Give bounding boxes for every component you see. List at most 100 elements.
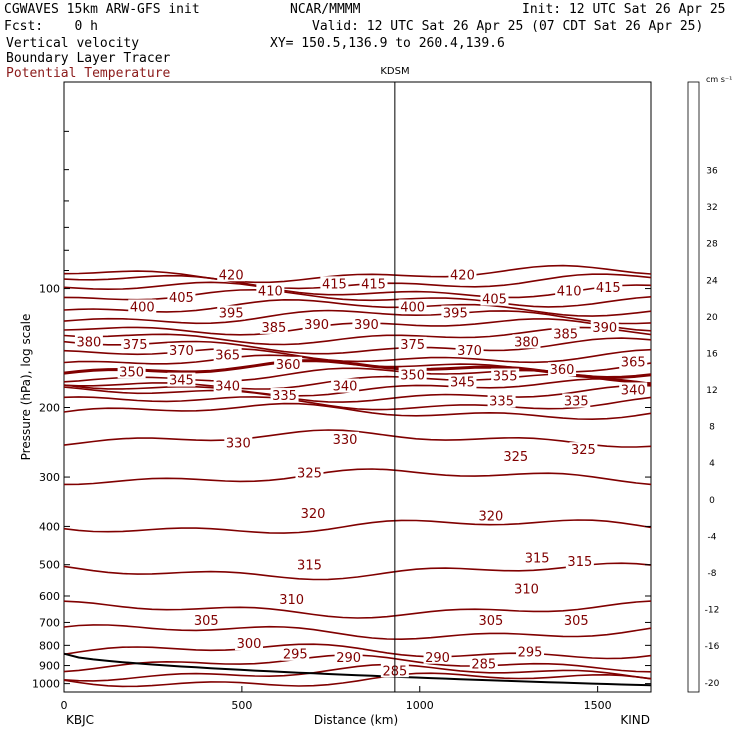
- contour-label-bg: [359, 276, 388, 291]
- contour-label: 330: [333, 433, 358, 448]
- contour-label: 340: [333, 380, 358, 395]
- contour-label: 410: [557, 284, 582, 299]
- contour-label-bg: [469, 656, 498, 671]
- contour-label: 310: [514, 583, 539, 598]
- contour-label-bg: [565, 554, 594, 569]
- station-kind-label: KIND: [620, 713, 650, 727]
- theta-contour: [63, 624, 652, 641]
- contour-label-bg: [590, 319, 619, 334]
- contour-label-bg: [121, 336, 150, 351]
- theta-contour: [63, 429, 652, 448]
- contour-label-bg: [167, 372, 196, 387]
- contour-label-bg: [562, 393, 591, 408]
- contour-label-bg: [213, 378, 242, 393]
- forecast-hour: Fcst: 0 h: [4, 19, 98, 34]
- y-axis-label: Pressure (hPa), log scale: [19, 314, 33, 461]
- contour-label: 375: [400, 338, 425, 353]
- colorbar-units: cm s⁻¹: [706, 75, 732, 84]
- contour-label-bg: [476, 612, 505, 627]
- contour-label-bg: [619, 354, 648, 369]
- field-potential-temperature: Potential Temperature: [6, 66, 171, 81]
- contour-label: 420: [219, 268, 244, 283]
- colorbar-tick-label: 28: [706, 240, 718, 250]
- colorbar-tick-label: -4: [708, 532, 717, 542]
- contour-label-bg: [117, 364, 146, 379]
- contour-label: 295: [518, 646, 543, 661]
- theta-contour: [63, 273, 652, 290]
- contour-label: 385: [553, 328, 578, 343]
- contour-label-bg: [277, 591, 306, 606]
- contour-label-bg: [516, 644, 545, 659]
- contour-label: 360: [550, 363, 575, 378]
- colorbar-tick-label: -12: [705, 606, 720, 616]
- contour-label-bg: [548, 362, 577, 377]
- contour-label-bg: [331, 378, 360, 393]
- contour-label-bg: [234, 636, 263, 651]
- contour-label: 400: [400, 300, 425, 315]
- station-kdsm-label: KDSM: [380, 66, 409, 77]
- colorbar-tick-label: 0: [709, 496, 715, 506]
- contour-label-bg: [555, 283, 584, 298]
- contour-label: 380: [76, 335, 101, 350]
- theta-contour: [63, 337, 652, 355]
- contour-label: 305: [194, 614, 219, 629]
- colorbar-tick-label: -8: [708, 569, 717, 579]
- contour-label: 405: [169, 291, 194, 306]
- contour-label: 380: [514, 335, 539, 350]
- contour-label-bg: [448, 267, 477, 282]
- x-tick-label: 500: [231, 699, 252, 712]
- y-tick-label: 200: [39, 401, 60, 414]
- contour-label: 415: [361, 277, 386, 292]
- contour-label-bg: [423, 649, 452, 664]
- contour-label: 390: [592, 321, 617, 336]
- contour-label: 290: [425, 651, 450, 666]
- contour-label-bg: [398, 367, 427, 382]
- contour-label: 350: [400, 368, 425, 383]
- theta-contour: [63, 347, 652, 364]
- theta-contour: [63, 402, 652, 421]
- contour-label-bg: [398, 299, 427, 314]
- contour-label: 315: [297, 559, 322, 574]
- contour-label-bg: [334, 649, 363, 664]
- x-tick-label: 1000: [406, 699, 434, 712]
- y-tick-label: 1000: [32, 678, 60, 691]
- contour-label: 390: [304, 318, 329, 333]
- model-title: CGWAVES 15km ARW-GFS init: [4, 2, 200, 17]
- contour-label-bg: [259, 319, 288, 334]
- contour-label-bg: [512, 581, 541, 596]
- y-tick-label: 100: [39, 283, 60, 296]
- y-tick-label: 500: [39, 559, 60, 572]
- contour-label: 350: [119, 365, 144, 380]
- theta-contour: [63, 298, 652, 317]
- contour-label: 345: [450, 376, 475, 391]
- colorbar-tick-label: -20: [705, 679, 720, 689]
- terrain-line: [63, 652, 652, 687]
- theta-contour: [63, 663, 652, 682]
- theta-contour: [63, 643, 652, 660]
- contour-label: 365: [215, 349, 240, 364]
- contour-label-bg: [512, 334, 541, 349]
- contour-label-bg: [476, 508, 505, 523]
- contour-label: 310: [279, 593, 304, 608]
- contour-label-bg: [523, 550, 552, 565]
- contour-label-bg: [441, 305, 470, 320]
- contour-label-bg: [352, 317, 381, 332]
- x-tick-label: 0: [61, 699, 68, 712]
- contour-label-bg: [295, 465, 324, 480]
- y-tick-label: 600: [39, 590, 60, 603]
- y-tick-label: 800: [39, 639, 60, 652]
- y-tick-label: 400: [39, 520, 60, 533]
- colorbar-tick-label: 16: [706, 349, 718, 359]
- contour-label-bg: [455, 342, 484, 357]
- contour-label-bg: [320, 276, 349, 291]
- contour-label-bg: [167, 289, 196, 304]
- contour-label: 305: [564, 614, 589, 629]
- contour-label-bg: [491, 368, 520, 383]
- contour-label: 300: [237, 637, 262, 652]
- theta-contour-labels: 420 410 415 415 420 410 415 405 405 400 400 395 395 3…: [74, 267, 648, 679]
- station-kbjc-label: KBJC: [66, 713, 94, 727]
- field-boundary-layer-tracer: Boundary Layer Tracer: [6, 51, 171, 66]
- colorbar-tick-label: 32: [706, 203, 717, 213]
- contour-label-bg: [448, 374, 477, 389]
